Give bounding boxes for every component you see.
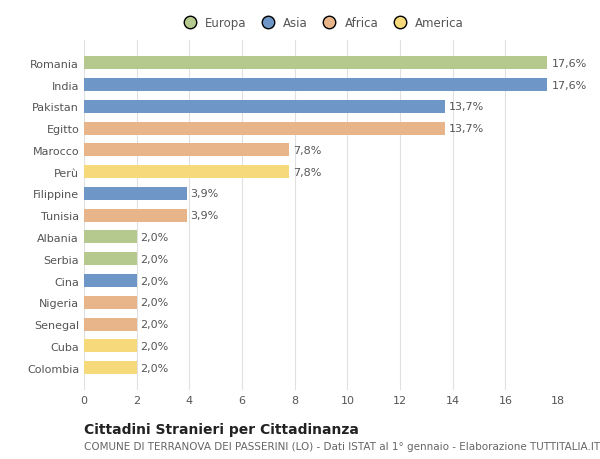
Bar [84,123,445,135]
Bar [84,361,137,374]
Text: 3,9%: 3,9% [191,189,219,199]
Text: 2,0%: 2,0% [140,341,169,351]
Text: 2,0%: 2,0% [140,297,169,308]
Text: 17,6%: 17,6% [551,80,587,90]
Text: 13,7%: 13,7% [449,124,484,134]
Text: Cittadini Stranieri per Cittadinanza: Cittadini Stranieri per Cittadinanza [84,422,359,436]
Legend: Europa, Asia, Africa, America: Europa, Asia, Africa, America [173,12,469,35]
Bar [84,187,187,201]
Text: 7,8%: 7,8% [293,146,322,156]
Bar [84,57,547,70]
Bar [84,340,137,353]
Text: 3,9%: 3,9% [191,211,219,221]
Text: 2,0%: 2,0% [140,254,169,264]
Bar [84,79,547,92]
Text: 2,0%: 2,0% [140,319,169,329]
Bar [84,252,137,266]
Bar [84,144,289,157]
Bar [84,209,187,222]
Bar [84,318,137,331]
Bar [84,166,289,179]
Bar [84,274,137,287]
Bar [84,231,137,244]
Text: 2,0%: 2,0% [140,232,169,242]
Text: 17,6%: 17,6% [551,59,587,69]
Text: COMUNE DI TERRANOVA DEI PASSERINI (LO) - Dati ISTAT al 1° gennaio - Elaborazione: COMUNE DI TERRANOVA DEI PASSERINI (LO) -… [84,441,600,451]
Text: 2,0%: 2,0% [140,363,169,373]
Bar [84,101,445,114]
Bar [84,296,137,309]
Text: 7,8%: 7,8% [293,167,322,177]
Text: 13,7%: 13,7% [449,102,484,112]
Text: 2,0%: 2,0% [140,276,169,286]
